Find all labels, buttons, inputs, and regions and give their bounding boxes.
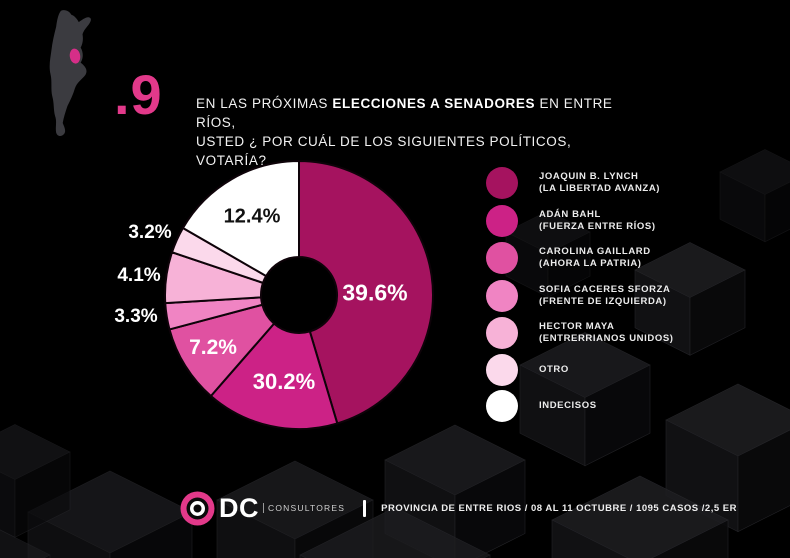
slice-label-3: 3.3% bbox=[114, 306, 158, 327]
cube-decoration bbox=[216, 460, 374, 558]
slice-label-5: 3.2% bbox=[128, 222, 172, 243]
cube-decoration bbox=[299, 507, 491, 558]
title-line-1: EN LAS PRÓXIMAS ELECCIONES A SENADORES E… bbox=[196, 94, 646, 132]
cube-decoration bbox=[0, 424, 71, 538]
entre-rios-highlight bbox=[69, 48, 81, 64]
cube-decoration bbox=[634, 242, 746, 356]
slice-label-4: 4.1% bbox=[117, 265, 161, 286]
slice-label-1: 30.2% bbox=[252, 369, 316, 394]
title-text-bold: ELECCIONES A SENADORES bbox=[332, 96, 536, 111]
slide-number: .9 bbox=[114, 63, 163, 126]
cube-decoration bbox=[551, 475, 729, 558]
footer-info: PROVINCIA DE ENTRE RIOS / 08 AL 11 OCTUB… bbox=[381, 502, 737, 514]
cube-decoration bbox=[665, 383, 790, 533]
argentina-map bbox=[49, 10, 91, 136]
dc-logo-subtext: CONSULTORES bbox=[263, 503, 345, 513]
slice-label-0: 39.6% bbox=[342, 279, 408, 306]
footer-separator bbox=[363, 499, 367, 517]
cube-decoration bbox=[719, 149, 790, 243]
slice-label-2: 7.2% bbox=[189, 336, 237, 359]
slice-label-6: 12.4% bbox=[223, 205, 281, 228]
footer: DC CONSULTORES PROVINCIA DE ENTRE RIOS /… bbox=[180, 488, 737, 528]
cube-decoration bbox=[519, 332, 651, 467]
argentina-silhouette-shape bbox=[49, 10, 91, 136]
title-text-post: EN ENTRE RÍOS, bbox=[196, 96, 613, 130]
dc-logo-icon bbox=[180, 491, 215, 525]
title-line-2: USTED ¿ POR CUÁL DE LOS SIGUIENTES POLÍT… bbox=[196, 134, 572, 168]
question-title: EN LAS PRÓXIMAS ELECCIONES A SENADORES E… bbox=[196, 94, 646, 170]
dc-logo-text: DC bbox=[219, 492, 259, 523]
pie-slice-1 bbox=[209, 322, 339, 430]
pie-slice-0 bbox=[298, 160, 434, 425]
cube-decoration bbox=[0, 529, 51, 558]
pie-slice-6 bbox=[181, 160, 300, 277]
title-text-pre: EN LAS PRÓXIMAS bbox=[196, 96, 333, 111]
